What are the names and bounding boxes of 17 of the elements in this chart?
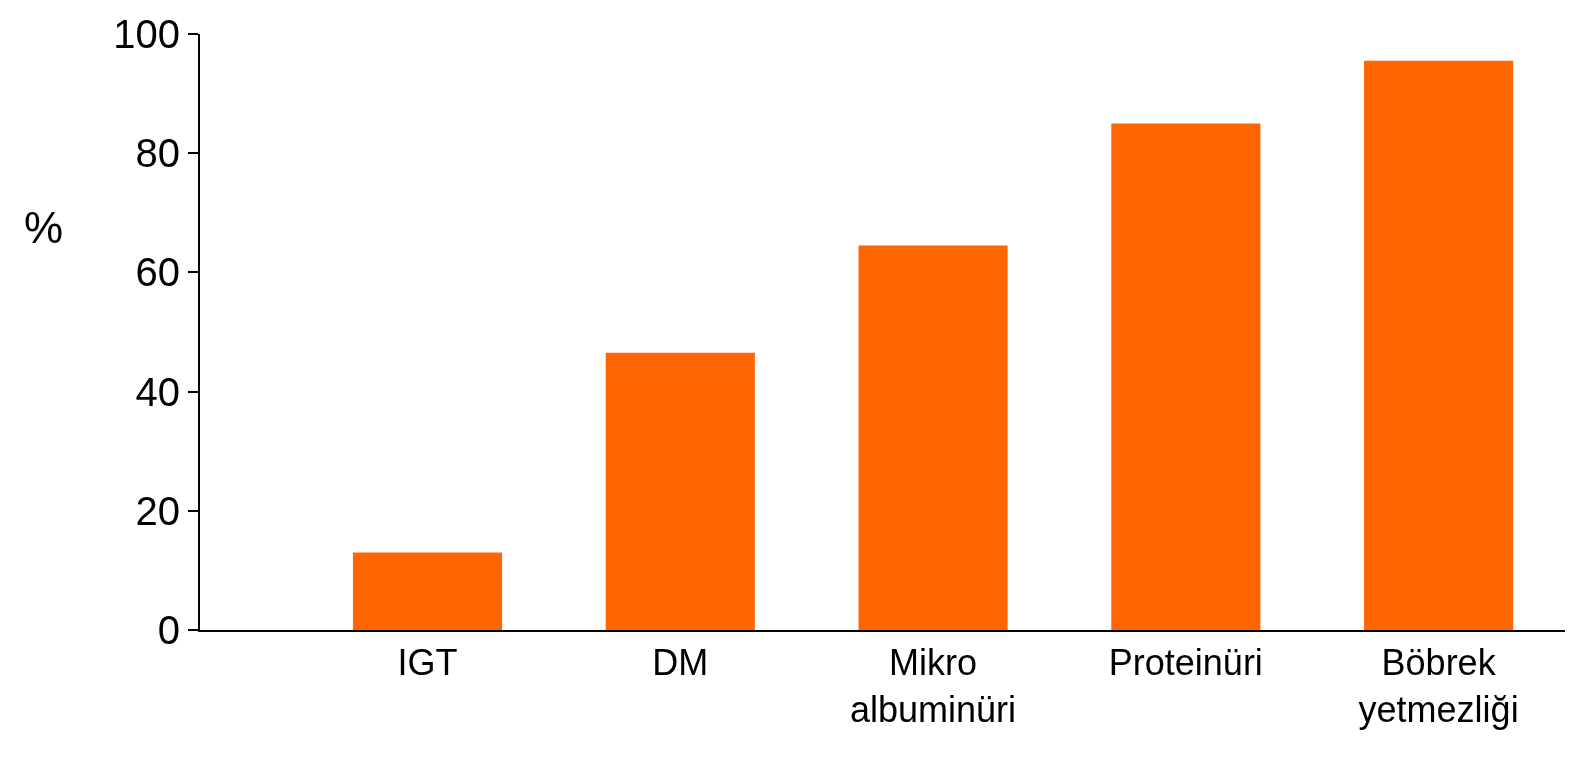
bar bbox=[1364, 60, 1514, 630]
x-tick-label: IGT bbox=[397, 642, 458, 684]
x-tick-label: DM bbox=[652, 642, 709, 684]
bar bbox=[1111, 123, 1261, 630]
x-tick-label: Proteinüri bbox=[1108, 642, 1263, 684]
bar bbox=[858, 245, 1008, 630]
y-tick-label: 60 bbox=[135, 250, 180, 295]
bar bbox=[605, 352, 755, 630]
y-tick-label: 0 bbox=[157, 608, 180, 652]
x-tick-label: Böbrek yetmezliği bbox=[1358, 642, 1519, 730]
x-tick-label: Mikro albuminüri bbox=[850, 642, 1017, 730]
y-tick-label: 80 bbox=[135, 131, 180, 176]
y-tick-label: 40 bbox=[135, 369, 180, 414]
y-tick-label: 100 bbox=[113, 12, 180, 56]
bar bbox=[352, 552, 503, 630]
y-axis-title: % bbox=[24, 203, 64, 252]
y-tick-label: 20 bbox=[135, 488, 180, 533]
